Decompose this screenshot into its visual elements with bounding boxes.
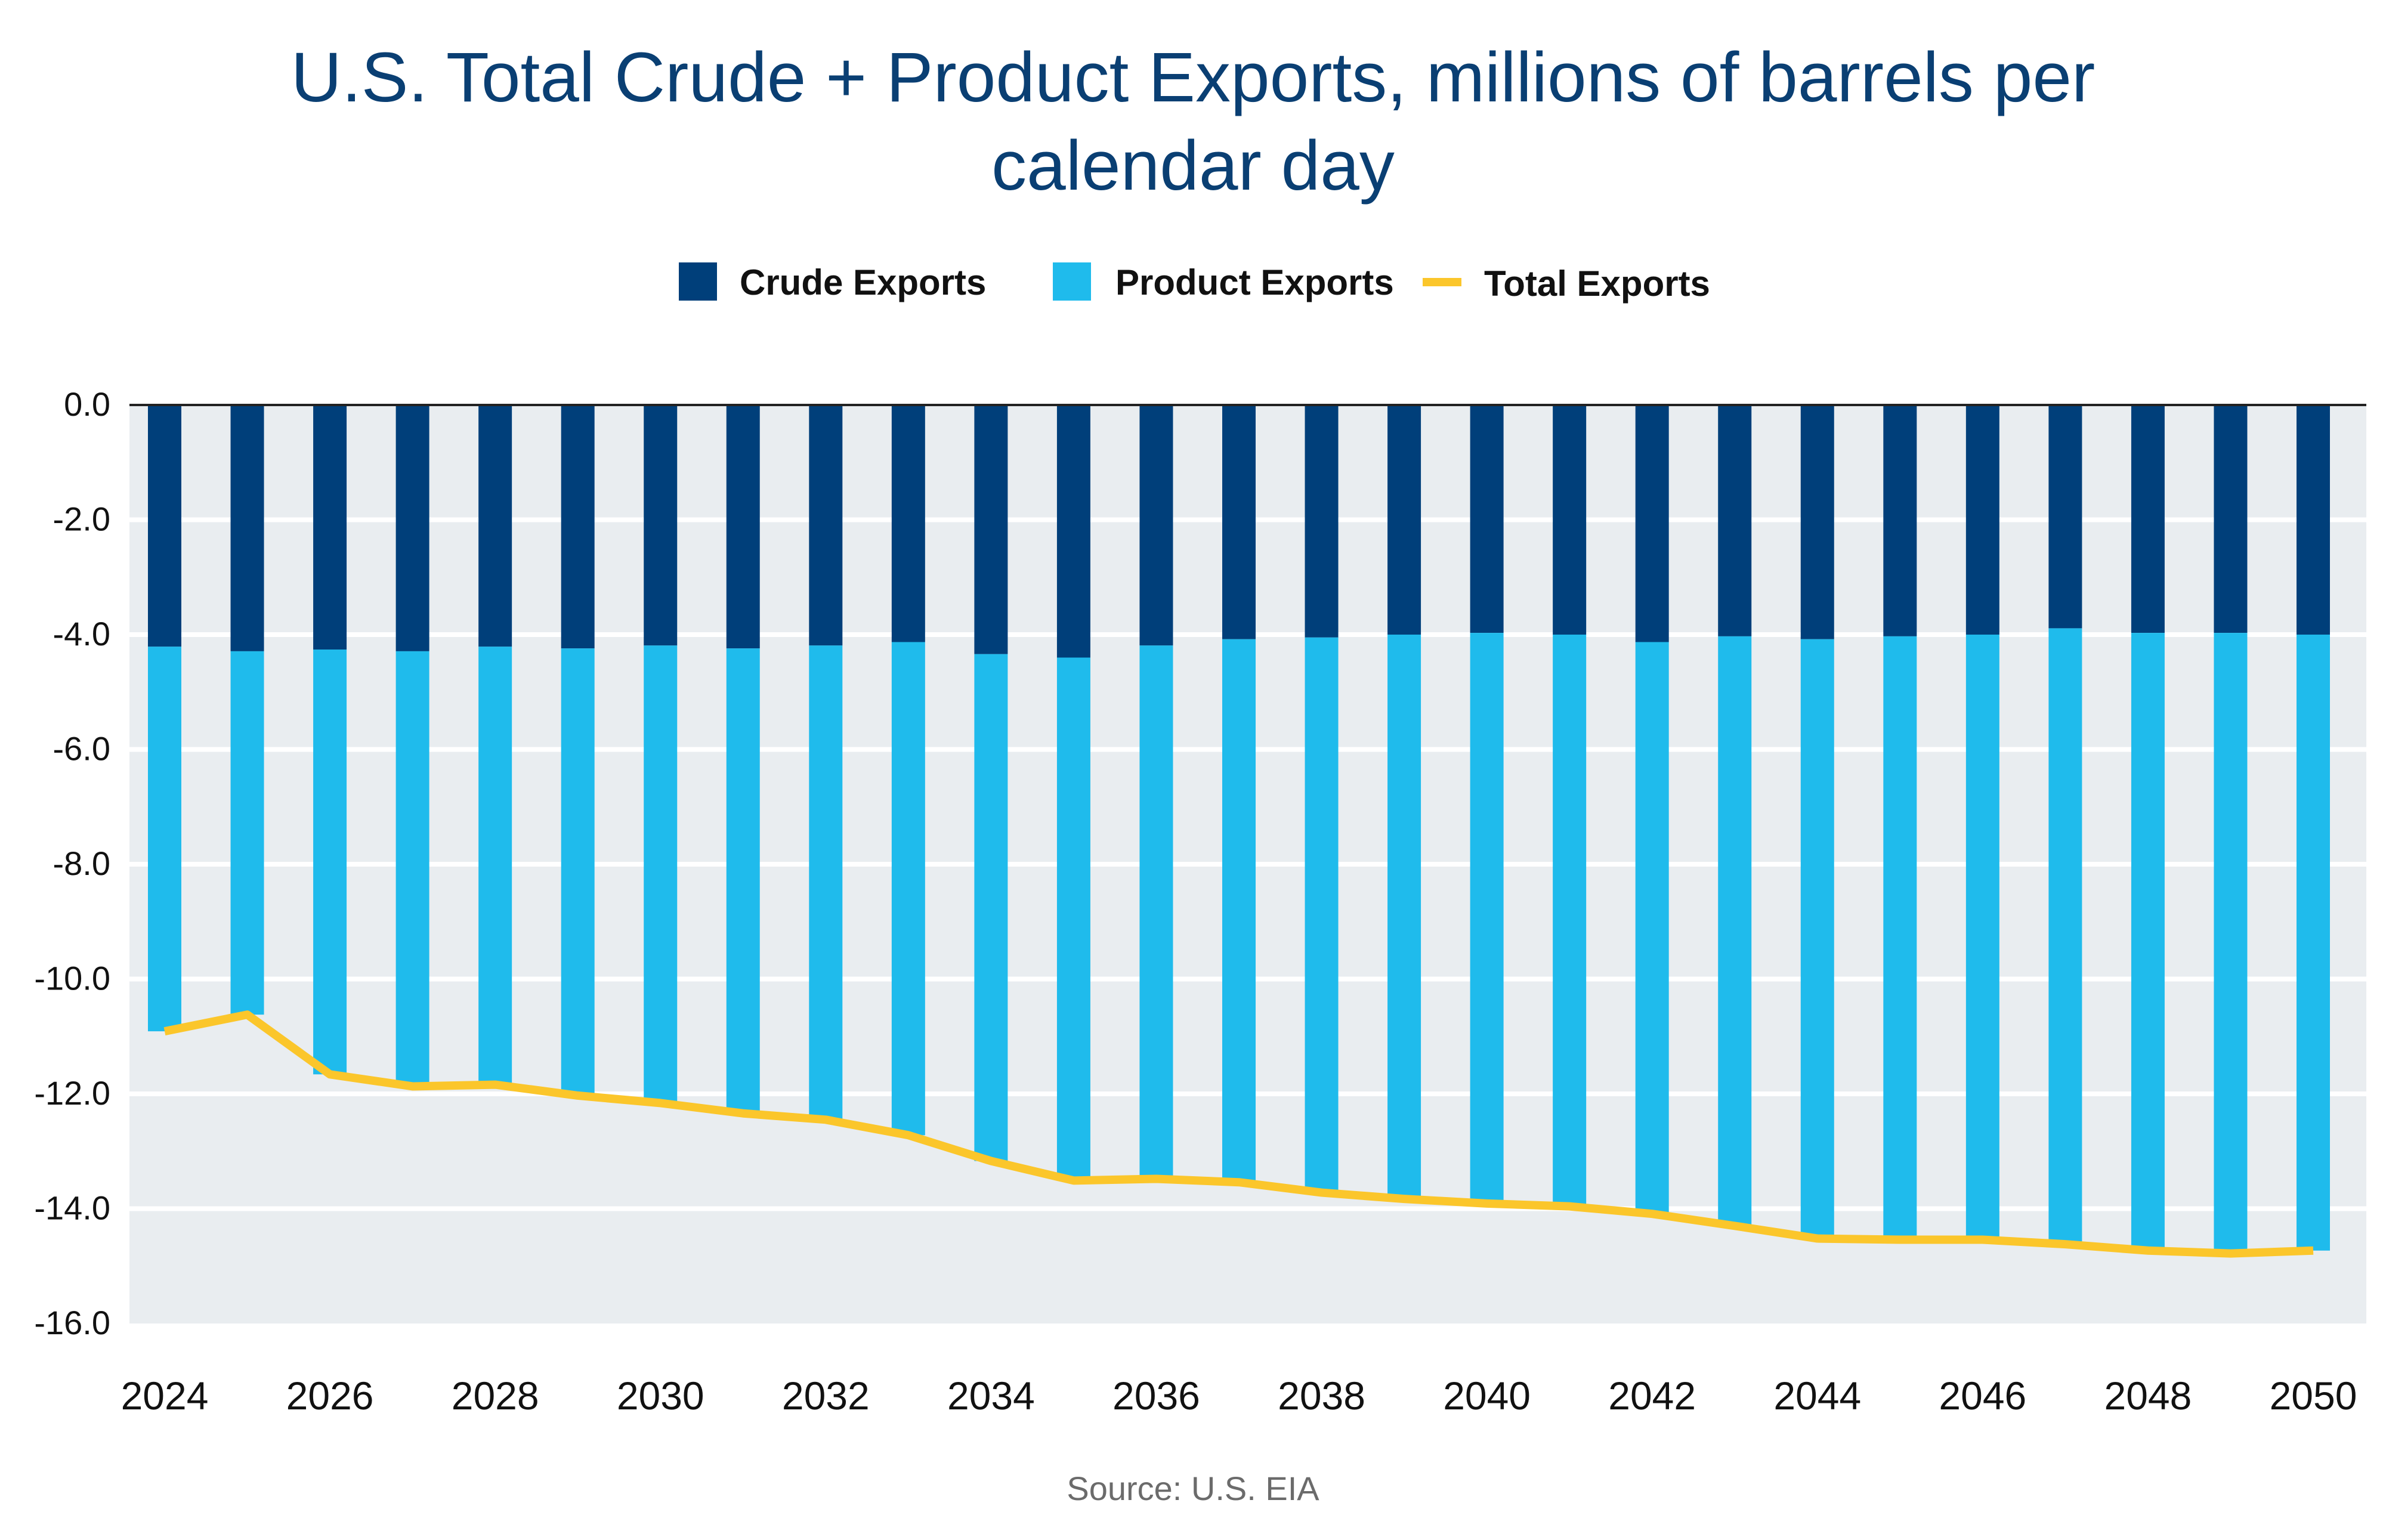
bar-product-2049 <box>2214 633 2248 1254</box>
y-tick-label: -6.0 <box>53 730 111 768</box>
bar-crude-2028 <box>478 405 512 647</box>
bar-crude-2027 <box>395 405 429 651</box>
bar-crude-2041 <box>1553 405 1587 635</box>
bar-crude-2036 <box>1139 405 1173 646</box>
chart-title-line-2: calendar day <box>991 126 1395 205</box>
bar-product-2040 <box>1470 633 1504 1204</box>
bar-crude-2035 <box>1056 405 1090 658</box>
y-tick-label: -8.0 <box>53 845 111 882</box>
bars <box>148 405 2330 1254</box>
bar-product-2033 <box>891 642 925 1136</box>
bar-product-2025 <box>230 651 264 1015</box>
y-tick-label: -16.0 <box>34 1304 110 1341</box>
x-tick-label: 2050 <box>2270 1374 2357 1418</box>
y-tick-label: -10.0 <box>34 960 110 997</box>
y-tick-label: 0.0 <box>64 385 110 423</box>
bar-crude-2042 <box>1635 405 1669 642</box>
y-tick-label: -2.0 <box>53 500 111 538</box>
x-tick-label: 2042 <box>1608 1374 1696 1418</box>
bar-crude-2031 <box>726 405 760 649</box>
bar-product-2035 <box>1056 657 1090 1181</box>
bar-crude-2049 <box>2214 405 2248 633</box>
x-tick-label: 2036 <box>1112 1374 1200 1418</box>
bar-crude-2032 <box>809 405 843 646</box>
y-tick-label: -14.0 <box>34 1189 110 1227</box>
total-exports-line-group <box>163 1010 2314 1258</box>
x-tick-label: 2038 <box>1278 1374 1365 1418</box>
bar-product-2048 <box>2131 633 2165 1251</box>
bar-product-2038 <box>1305 637 1339 1193</box>
bar-crude-2039 <box>1387 405 1421 635</box>
bar-crude-2044 <box>1800 405 1834 639</box>
bar-product-2032 <box>809 645 843 1120</box>
bar-product-2046 <box>1965 635 1999 1240</box>
bar-product-2050 <box>2297 635 2330 1251</box>
bar-crude-2026 <box>313 405 347 650</box>
bar-crude-2048 <box>2131 405 2165 633</box>
bar-crude-2037 <box>1222 405 1256 639</box>
bar-product-2045 <box>1883 636 1917 1240</box>
legend-swatch-crude <box>679 262 717 301</box>
y-tick-label: -4.0 <box>53 615 111 653</box>
bar-crude-2034 <box>974 405 1008 654</box>
bar-product-2044 <box>1800 639 1834 1239</box>
y-axis: 0.0 -2.0 -4.0 -6.0 -8.0 -10.0 -12.0 -14.0 -16.0 <box>34 385 110 1341</box>
x-tick-label: 2024 <box>121 1374 209 1418</box>
bar-crude-2040 <box>1470 405 1504 633</box>
bar-product-2034 <box>974 654 1008 1161</box>
bar-product-2042 <box>1635 642 1669 1214</box>
bar-product-2041 <box>1553 635 1587 1207</box>
x-tick-label: 2028 <box>452 1374 539 1418</box>
bar-crude-2038 <box>1305 405 1339 638</box>
bar-crude-2033 <box>891 405 925 642</box>
bar-product-2031 <box>726 648 760 1114</box>
bar-product-2043 <box>1718 636 1752 1226</box>
bar-product-2024 <box>148 647 181 1032</box>
x-tick-label: 2048 <box>2104 1374 2192 1418</box>
bar-product-2036 <box>1139 645 1173 1179</box>
bar-crude-2024 <box>148 405 181 647</box>
source-note: Source: U.S. EIA <box>1067 1470 1319 1507</box>
bar-crude-2046 <box>1965 405 1999 635</box>
bar-product-2039 <box>1387 635 1421 1199</box>
y-tick-label: -12.0 <box>34 1074 110 1112</box>
bar-product-2027 <box>395 651 429 1087</box>
bar-crude-2047 <box>2048 405 2082 629</box>
legend-label-total: Total Exports <box>1484 264 1710 304</box>
bar-product-2030 <box>644 645 678 1103</box>
legend-swatch-product <box>1053 262 1091 301</box>
legend-label-product: Product Exports <box>1115 262 1394 302</box>
bar-crude-2043 <box>1718 405 1752 636</box>
bar-product-2029 <box>561 648 595 1096</box>
bar-product-2037 <box>1222 639 1256 1183</box>
total-exports-line <box>163 1010 2314 1258</box>
bar-crude-2045 <box>1883 405 1917 636</box>
chart-title-line-1: U.S. Total Crude + Product Exports, mill… <box>291 38 2096 117</box>
bar-crude-2030 <box>644 405 678 646</box>
x-tick-label: 2046 <box>1939 1374 2026 1418</box>
x-axis: 2024 2026 2028 2030 2032 2034 2036 2038 2040 2042… <box>121 1374 2357 1418</box>
x-tick-label: 2030 <box>617 1374 704 1418</box>
x-tick-label: 2044 <box>1773 1374 1861 1418</box>
bar-product-2028 <box>478 647 512 1085</box>
bar-crude-2029 <box>561 405 595 649</box>
bar-product-2047 <box>2048 628 2082 1245</box>
bar-crude-2050 <box>2297 405 2330 635</box>
legend-label-crude: Crude Exports <box>740 262 986 302</box>
x-tick-label: 2032 <box>782 1374 870 1418</box>
bar-product-2026 <box>313 650 347 1075</box>
bar-crude-2025 <box>230 405 264 651</box>
x-tick-label: 2040 <box>1443 1374 1531 1418</box>
x-tick-label: 2034 <box>947 1374 1035 1418</box>
x-tick-label: 2026 <box>286 1374 374 1418</box>
legend: Crude Exports Product Exports Total Expo… <box>679 262 1710 304</box>
